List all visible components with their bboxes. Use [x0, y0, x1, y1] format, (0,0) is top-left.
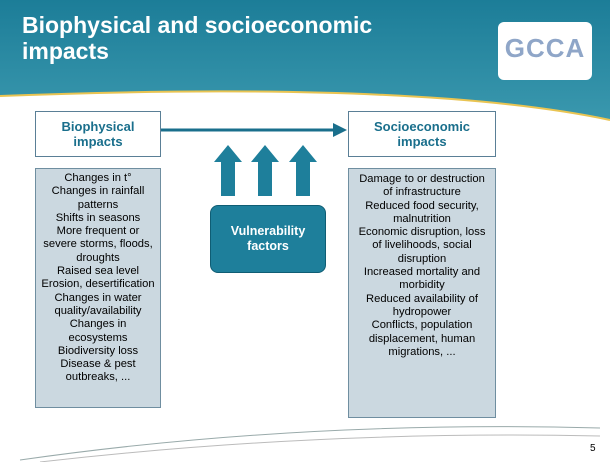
list-item: Biodiversity loss	[57, 344, 139, 357]
list-item: Economic disruption, loss of livelihoods…	[358, 226, 486, 265]
right-header: Socioeconomic impacts	[348, 111, 496, 157]
up-arrows	[214, 145, 317, 196]
list-item: Changes in rainfall patterns	[51, 185, 145, 211]
list-item: Reduced availability of hydropower	[366, 292, 478, 318]
left-header: Biophysical impacts	[35, 111, 161, 157]
title-band	[0, 0, 610, 120]
list-item: More frequent or severe storms, floods, …	[43, 225, 153, 264]
logo: GCCA	[498, 22, 592, 80]
list-item: Reduced food security, malnutrition	[365, 199, 479, 225]
slide-title: Biophysical and socioeconomic impacts	[22, 12, 373, 64]
list-item: Changes in t°	[64, 172, 132, 184]
list-item: Changes in ecosystems	[68, 318, 128, 344]
list-item: Increased mortality and morbidity	[363, 266, 481, 292]
vulnerability-box: Vulnerability factors	[210, 205, 326, 273]
list-item: Erosion, desertification	[41, 278, 155, 291]
list-item: Conflicts, population displacement, huma…	[368, 319, 476, 358]
list-item: Damage to or destruction of infrastructu…	[359, 173, 485, 199]
footer-curve	[19, 426, 601, 461]
list-item: Shifts in seasons	[55, 211, 141, 224]
arrow-head	[333, 123, 347, 137]
list-item: Raised sea level	[56, 265, 140, 278]
accent-line	[0, 90, 610, 121]
list-item: Changes in water quality/availability	[54, 291, 142, 317]
right-list: Damage to or destruction of infrastructu…	[348, 168, 496, 418]
page-number: 5	[590, 443, 596, 454]
footer-curve	[39, 434, 601, 462]
list-item: Disease & pest outbreaks, ...	[60, 358, 136, 384]
left-list: Changes in t° Changes in rainfall pattern…	[35, 168, 161, 408]
